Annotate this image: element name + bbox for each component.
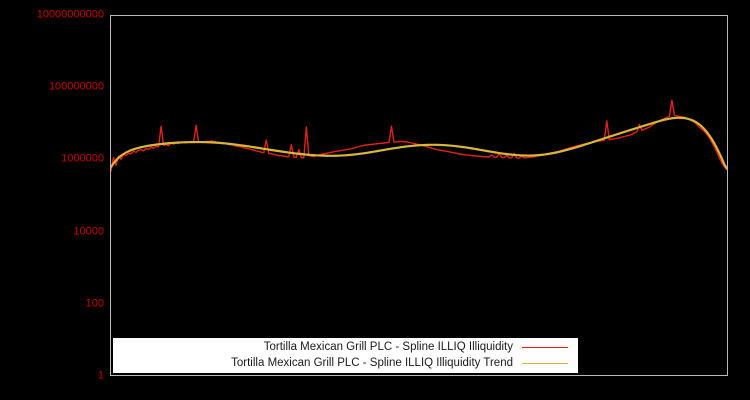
plot-svg — [111, 16, 727, 375]
series-line-illiquidity — [111, 100, 727, 171]
y-tick-label: 100000000 — [48, 80, 104, 93]
legend-line-swatch — [522, 347, 568, 348]
plot-area — [110, 15, 728, 376]
y-tick-label: 10000 — [73, 225, 104, 238]
legend-label: Tortilla Mexican Grill PLC - Spline ILLI… — [263, 341, 513, 353]
y-tick-label: 1 — [97, 369, 104, 382]
y-tick-label: 1000000 — [61, 152, 104, 165]
series-line-trend — [111, 118, 727, 169]
legend-label: Tortilla Mexican Grill PLC - Spline ILLI… — [231, 357, 513, 369]
y-tick-label: 100 — [85, 297, 104, 310]
legend-item: Tortilla Mexican Grill PLC - Spline ILLI… — [113, 340, 572, 356]
legend-line-swatch — [522, 363, 568, 364]
chart-legend: Tortilla Mexican Grill PLC - Spline ILLI… — [113, 338, 578, 373]
y-axis-tick-labels: 10000000000 100000000 1000000 10000 100 1 — [0, 0, 104, 400]
legend-item: Tortilla Mexican Grill PLC - Spline ILLI… — [113, 356, 572, 372]
y-tick-label: 10000000000 — [36, 8, 104, 21]
